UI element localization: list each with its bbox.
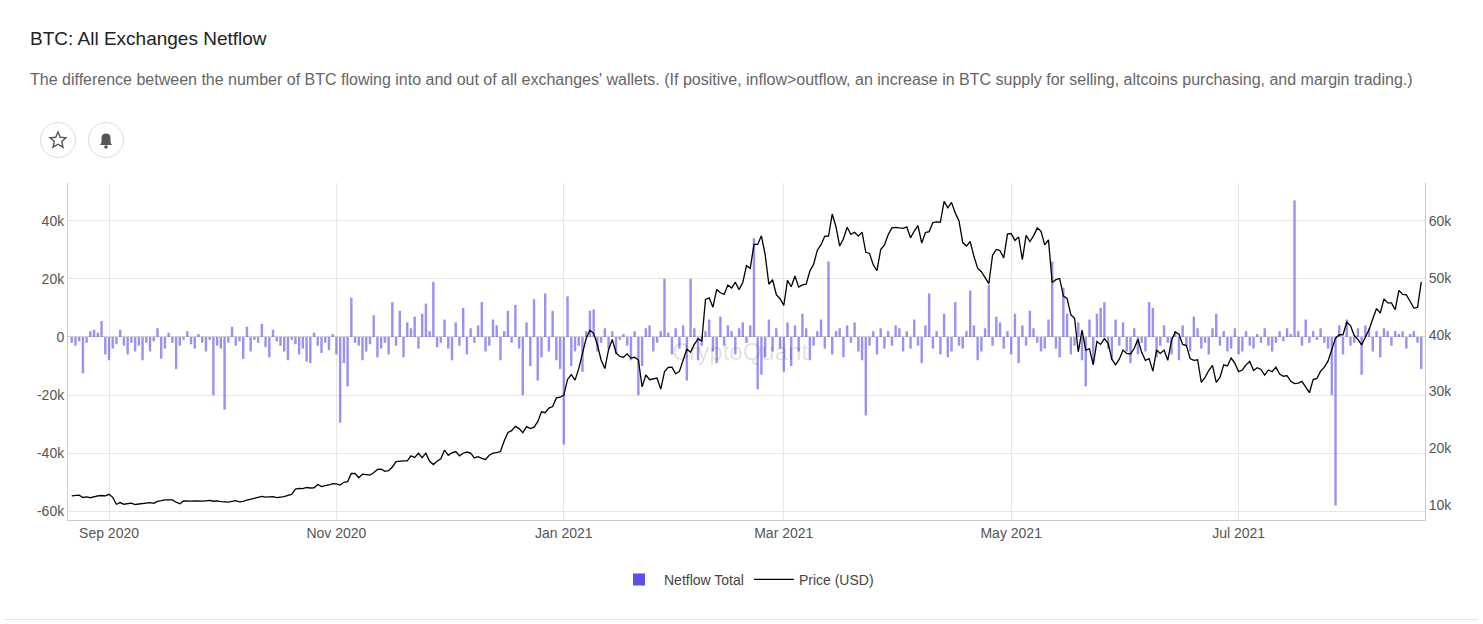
svg-text:60k: 60k bbox=[1429, 213, 1453, 229]
svg-text:40k: 40k bbox=[1429, 327, 1453, 343]
svg-text:-40k: -40k bbox=[37, 445, 65, 461]
svg-text:10k: 10k bbox=[1429, 497, 1453, 513]
svg-text:-60k: -60k bbox=[37, 503, 65, 519]
svg-text:30k: 30k bbox=[1429, 383, 1453, 399]
svg-text:Netflow Total: Netflow Total bbox=[664, 572, 744, 588]
svg-text:Mar 2021: Mar 2021 bbox=[754, 525, 813, 541]
svg-text:Jul 2021: Jul 2021 bbox=[1212, 525, 1265, 541]
html-text:BTC: All Exchanges Netflow: BTC: All Exchanges Netflow bbox=[30, 28, 267, 49]
svg-text:CryptoQuant: CryptoQuant bbox=[672, 338, 808, 365]
svg-text:0: 0 bbox=[56, 329, 64, 345]
svg-text:Price (USD): Price (USD) bbox=[799, 572, 874, 588]
svg-text:20k: 20k bbox=[42, 271, 66, 287]
svg-text:50k: 50k bbox=[1429, 270, 1453, 286]
html-text:The difference between the num: The difference between the number of BTC… bbox=[30, 71, 1413, 88]
svg-text:May 2021: May 2021 bbox=[980, 525, 1042, 541]
svg-text:Jan 2021: Jan 2021 bbox=[535, 525, 593, 541]
svg-text:40k: 40k bbox=[42, 213, 66, 229]
svg-text:Nov 2020: Nov 2020 bbox=[306, 525, 366, 541]
svg-text:-20k: -20k bbox=[37, 387, 65, 403]
svg-text:Sep 2020: Sep 2020 bbox=[79, 525, 139, 541]
svg-text:20k: 20k bbox=[1429, 440, 1453, 456]
